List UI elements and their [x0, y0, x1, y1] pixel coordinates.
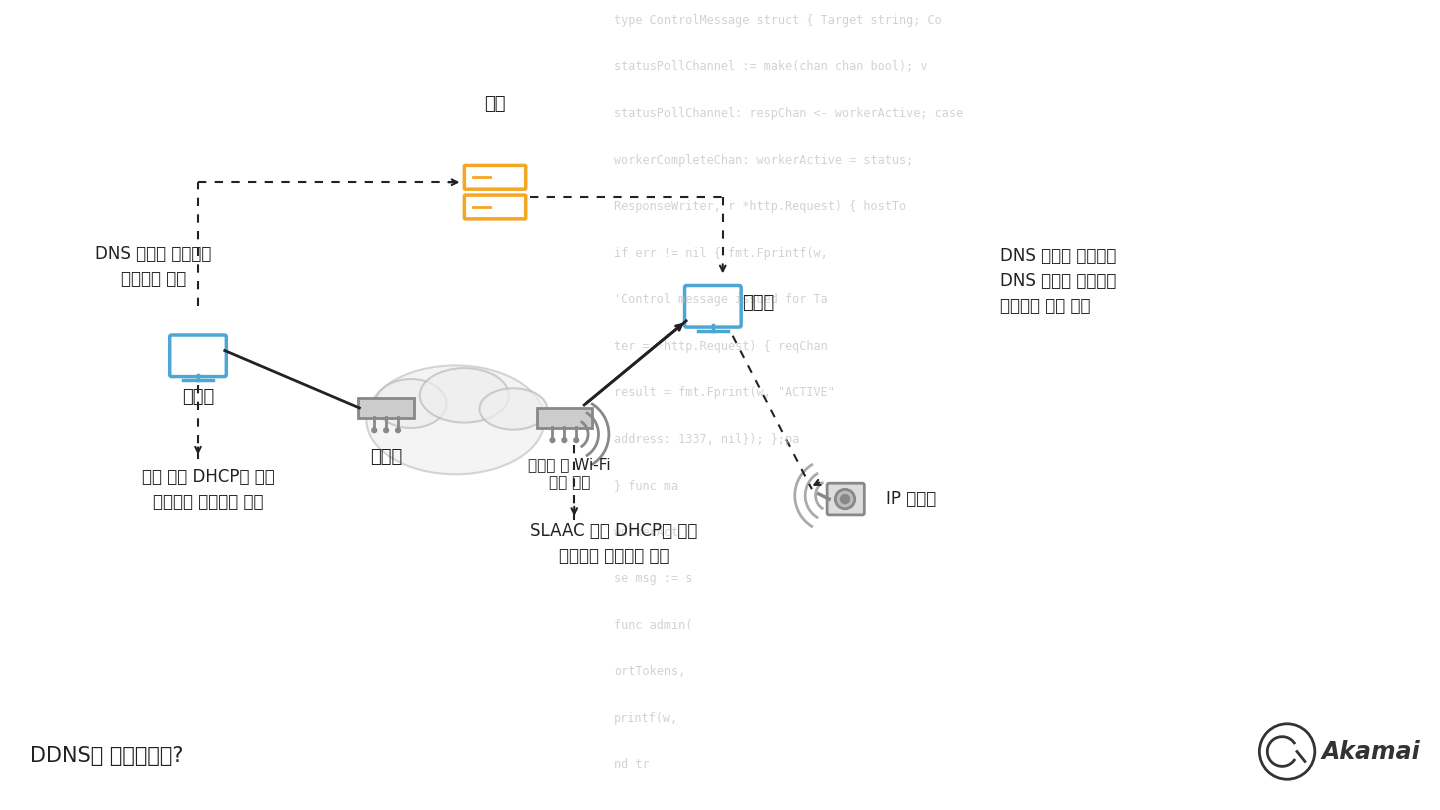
Text: 라우터: 라우터: [370, 448, 402, 466]
Text: statusPollChannel: respChan <- workerActive; case: statusPollChannel: respChan <- workerAct…: [613, 107, 963, 120]
Text: if err != nil { fmt.Fprintf(w,: if err != nil { fmt.Fprintf(w,: [613, 246, 828, 259]
Circle shape: [575, 437, 579, 442]
FancyBboxPatch shape: [684, 285, 742, 327]
FancyBboxPatch shape: [464, 165, 526, 190]
Circle shape: [562, 437, 567, 442]
Text: type ControlMessage struct { Target string; Co: type ControlMessage struct { Target stri…: [613, 14, 942, 27]
Text: IP 카메라: IP 카메라: [886, 490, 936, 508]
Circle shape: [550, 437, 554, 442]
Text: address: 1337, nil}); };pa: address: 1337, nil}); };pa: [613, 433, 799, 446]
Text: workerAct: workerAct: [613, 526, 678, 539]
Text: 호스트: 호스트: [743, 294, 775, 312]
Text: ResponseWriter, r *http.Request) { hostTo: ResponseWriter, r *http.Request) { hostT…: [613, 200, 906, 213]
Text: DNS 네임에 정적으로
매핑되는 주소: DNS 네임에 정적으로 매핑되는 주소: [95, 245, 212, 288]
Text: se msg := s: se msg := s: [613, 573, 693, 586]
FancyBboxPatch shape: [359, 398, 413, 418]
Text: } func ma: } func ma: [613, 480, 678, 492]
Text: DNS 서버에 보고되고
DNS 네임에 동적으로
매핑되는 동적 주소: DNS 서버에 보고되고 DNS 네임에 동적으로 매핑되는 동적 주소: [999, 247, 1116, 315]
Text: 'Control message issued for Ta: 'Control message issued for Ta: [613, 293, 828, 306]
Circle shape: [835, 489, 855, 509]
Circle shape: [396, 428, 400, 433]
Text: 서버: 서버: [484, 95, 505, 113]
Circle shape: [1260, 724, 1315, 779]
Ellipse shape: [366, 365, 544, 475]
Text: printf(w,: printf(w,: [613, 712, 678, 725]
Text: 호스트: 호스트: [181, 388, 215, 406]
Text: result = fmt.Fprint(w, "ACTIVE": result = fmt.Fprint(w, "ACTIVE": [613, 386, 835, 399]
Text: statusPollChannel := make(chan chan bool); v: statusPollChannel := make(chan chan bool…: [613, 61, 927, 74]
Circle shape: [372, 428, 377, 433]
Circle shape: [383, 428, 389, 433]
Ellipse shape: [420, 368, 508, 423]
FancyBboxPatch shape: [170, 335, 226, 377]
Text: workerCompleteChan: workerActive = status;: workerCompleteChan: workerActive = statu…: [613, 154, 913, 167]
Text: 라우터 및 Wi-Fi
접속 지점: 라우터 및 Wi-Fi 접속 지점: [528, 458, 611, 490]
Ellipse shape: [480, 388, 547, 429]
Text: ortTokens,: ortTokens,: [613, 665, 685, 679]
Text: func admin(: func admin(: [613, 619, 693, 632]
FancyBboxPatch shape: [827, 484, 864, 515]
Text: Akamai: Akamai: [1322, 740, 1420, 764]
FancyBboxPatch shape: [537, 408, 592, 428]
Ellipse shape: [376, 379, 446, 428]
Text: SLAAC 또는 DHCP를 통해
동적으로 할당되는 주소: SLAAC 또는 DHCP를 통해 동적으로 할당되는 주소: [530, 522, 697, 565]
Text: ter = *http.Request) { reqChan: ter = *http.Request) { reqChan: [613, 339, 828, 352]
Text: nd tr: nd tr: [613, 758, 649, 771]
Text: DDNS란 무엇일까요?: DDNS란 무엇일까요?: [30, 747, 183, 766]
FancyBboxPatch shape: [464, 195, 526, 219]
Circle shape: [841, 495, 850, 503]
Text: 설정 또는 DHCP를 통해
정적으로 할당되는 주소: 설정 또는 DHCP를 통해 정적으로 할당되는 주소: [141, 467, 274, 510]
